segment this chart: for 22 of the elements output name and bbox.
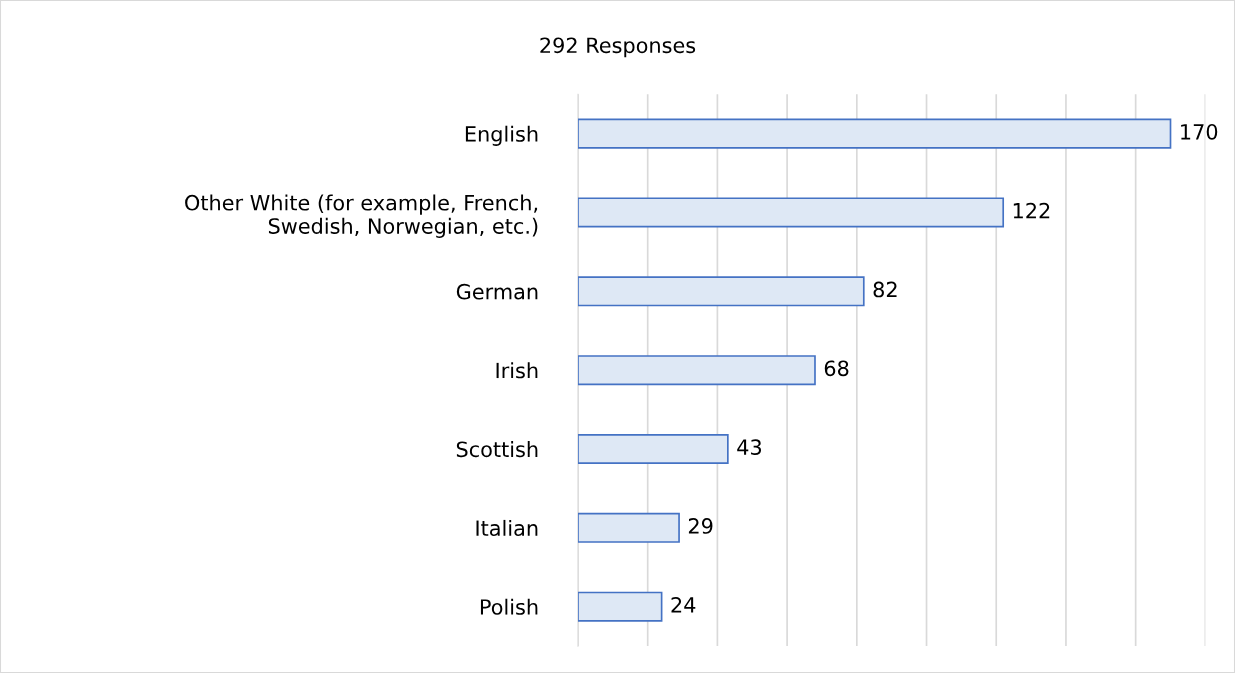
y-tick-label: German [456, 283, 538, 300]
y-tick-label: Irish [496, 362, 538, 379]
bar [577, 276, 865, 307]
y-tick-label: Other White (for example, French, Swedish, Norwegian, etc.) [185, 194, 538, 238]
bar [577, 512, 680, 543]
chart-title: 292 Responses [540, 37, 696, 58]
data-label: 170 [1181, 123, 1218, 140]
data-label: 82 [873, 281, 897, 298]
data-label: 29 [688, 518, 713, 534]
data-label: 43 [737, 439, 762, 456]
data-label: 24 [671, 596, 696, 613]
data-label: 122 [1013, 202, 1050, 219]
y-tick-label: English [465, 125, 538, 146]
y-tick-label: Polish [480, 598, 538, 615]
bar [577, 433, 729, 465]
bar [577, 197, 1005, 228]
bar [577, 355, 816, 386]
bar [577, 591, 663, 622]
data-label: 68 [824, 360, 849, 377]
bar [577, 118, 1172, 149]
y-tick-label: Scottish [456, 441, 538, 458]
y-tick-label: Italian [476, 519, 538, 537]
